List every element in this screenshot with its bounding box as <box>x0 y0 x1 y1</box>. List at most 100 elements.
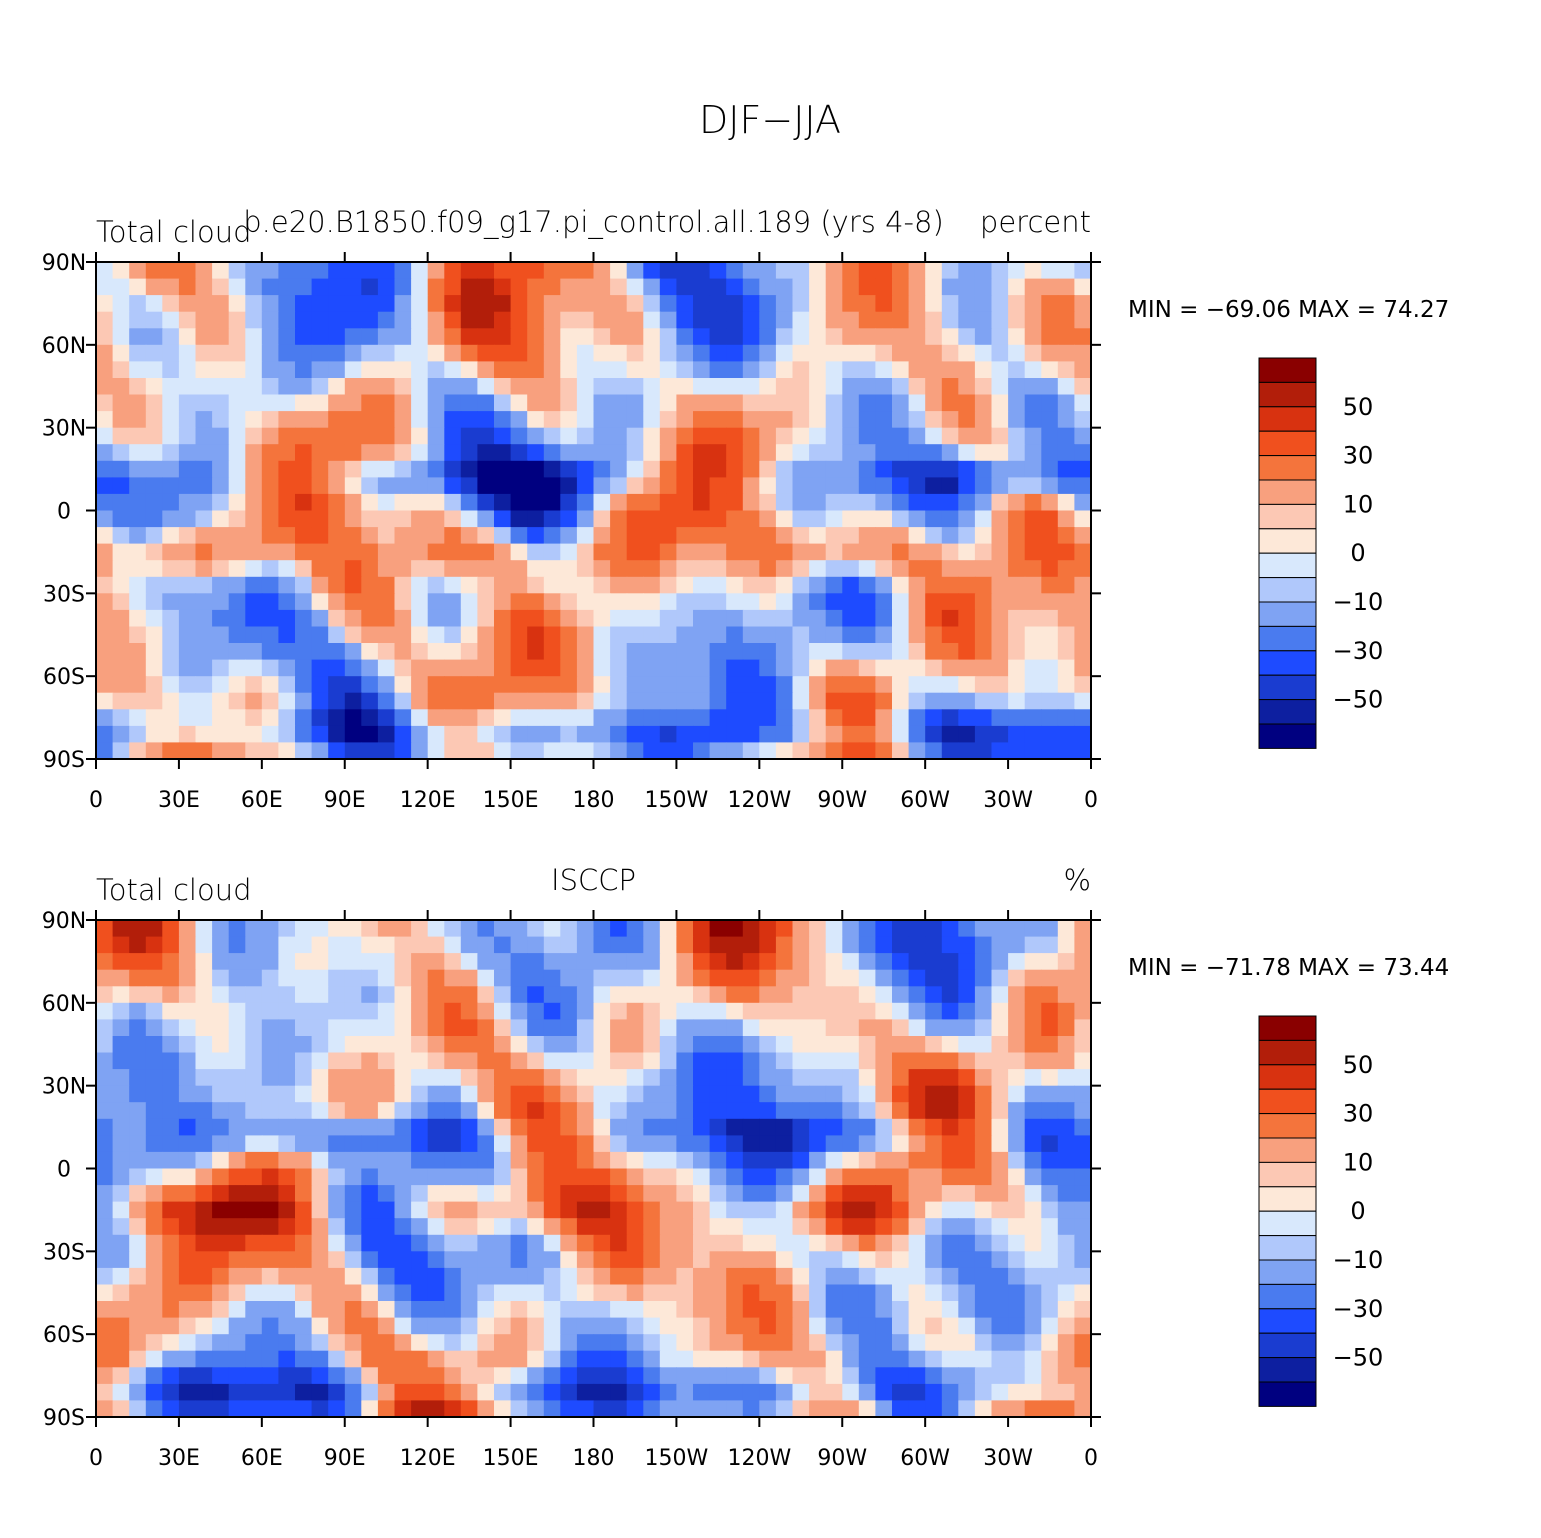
field-cell <box>825 543 843 561</box>
field-cell <box>361 1267 379 1286</box>
field-cell <box>941 1052 959 1070</box>
field-cell <box>742 920 760 938</box>
field-cell <box>974 1052 993 1070</box>
field-cell <box>1008 609 1026 628</box>
field-cell <box>659 1069 677 1087</box>
field-cell <box>460 427 478 445</box>
field-cell <box>328 969 346 987</box>
field-cell <box>775 1151 794 1170</box>
field-cell <box>96 1135 114 1153</box>
field-cell <box>726 344 744 362</box>
field-cell <box>759 725 777 744</box>
field-cell <box>112 676 130 694</box>
field-cell <box>543 1267 561 1286</box>
field-cell <box>742 1234 760 1252</box>
field-cell <box>759 1185 777 1203</box>
field-cell <box>925 1383 943 1402</box>
field-cell <box>792 1400 810 1417</box>
field-cell <box>842 626 860 644</box>
field-cell <box>709 1251 727 1269</box>
field-cell <box>610 1267 628 1286</box>
field-cell <box>875 742 893 759</box>
field-cell <box>875 1201 893 1219</box>
field-cell <box>145 344 163 362</box>
field-cell <box>792 1251 810 1269</box>
field-cell <box>228 1218 246 1236</box>
field-cell <box>925 311 943 329</box>
panel-left-string: Total cloud <box>96 873 251 907</box>
field-cell <box>858 643 876 661</box>
field-cell <box>494 609 512 628</box>
field-cell <box>693 493 711 512</box>
field-cell <box>145 361 163 379</box>
field-cell <box>626 1135 644 1153</box>
field-cell <box>411 1102 429 1120</box>
field-cell <box>576 1036 595 1054</box>
field-cell <box>344 1168 362 1186</box>
field-cell <box>892 1301 910 1319</box>
field-cell <box>477 560 495 578</box>
field-cell <box>162 1367 180 1385</box>
field-cell <box>112 643 130 661</box>
field-cell <box>1041 920 1059 938</box>
field-cell <box>1074 1151 1091 1170</box>
field-cell <box>809 709 827 727</box>
field-cell <box>1057 278 1075 296</box>
field-cell <box>394 1284 412 1302</box>
field-cell <box>875 510 893 528</box>
field-cell <box>477 920 495 938</box>
field-cell <box>311 311 329 329</box>
field-cell <box>278 1002 296 1020</box>
field-cell <box>626 361 644 379</box>
field-cell <box>626 676 644 694</box>
field-cell <box>709 1317 727 1335</box>
field-cell <box>195 1019 213 1037</box>
field-cell <box>112 626 130 644</box>
field-cell <box>958 493 976 512</box>
field-cell <box>195 1234 213 1252</box>
field-cell <box>245 1069 263 1087</box>
field-cell <box>245 936 263 954</box>
field-cell <box>925 969 943 987</box>
field-cell <box>477 659 495 677</box>
field-cell <box>1074 1251 1091 1269</box>
field-cell <box>311 1284 329 1302</box>
field-cell <box>958 1218 976 1236</box>
field-cell <box>775 1350 794 1368</box>
field-cell <box>278 444 296 462</box>
field-cell <box>726 936 744 954</box>
field-cell <box>178 1201 197 1219</box>
field-cell <box>328 643 346 661</box>
field-cell <box>1024 1069 1042 1087</box>
field-cell <box>709 1234 727 1252</box>
field-cell <box>908 1400 926 1417</box>
lon-label: 0 <box>89 1446 103 1471</box>
field-cell <box>759 1317 777 1335</box>
field-cell <box>427 1218 445 1236</box>
field-cell <box>361 1036 379 1054</box>
field-cell <box>626 278 644 296</box>
field-cell <box>809 1400 827 1417</box>
field-cell <box>742 593 760 611</box>
field-cell <box>278 427 296 445</box>
field-cell <box>527 676 545 694</box>
field-cell <box>842 593 860 611</box>
field-cell <box>991 609 1009 628</box>
field-cell <box>411 1301 429 1319</box>
field-cell <box>543 1052 561 1070</box>
field-cell <box>892 643 910 661</box>
field-cell <box>775 1069 794 1087</box>
field-cell <box>1057 725 1075 744</box>
field-cell <box>394 659 412 677</box>
field-cell <box>659 295 677 313</box>
field-cell <box>510 593 528 611</box>
field-cell <box>328 411 346 429</box>
field-cell <box>494 1301 512 1319</box>
field-cell <box>295 709 313 727</box>
colorbar-box <box>1258 1259 1317 1285</box>
field-cell <box>195 1267 213 1286</box>
field-cell <box>460 344 478 362</box>
field-cell <box>593 543 611 561</box>
field-cell <box>560 1151 578 1170</box>
field-cell <box>145 460 163 478</box>
